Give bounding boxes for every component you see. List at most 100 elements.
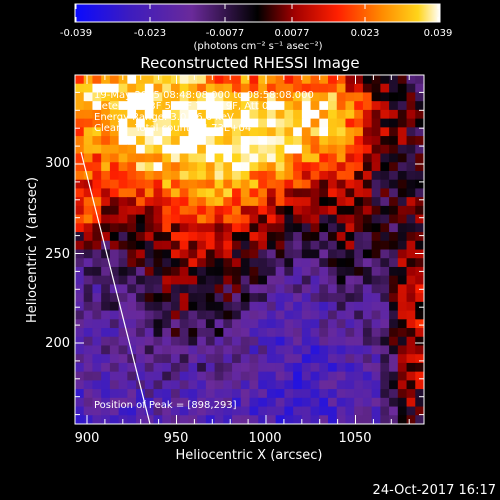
image-pixel (302, 197, 311, 206)
image-pixel (337, 110, 346, 119)
image-pixel (258, 389, 267, 398)
image-pixel (84, 84, 93, 93)
image-pixel (250, 180, 259, 189)
footer-timestamp: 24-Oct-2017 16:17 (373, 483, 496, 498)
image-pixel (171, 267, 180, 276)
image-pixel (363, 223, 372, 232)
image-pixel (223, 223, 232, 232)
image-pixel (180, 223, 189, 232)
image-pixel (276, 197, 285, 206)
image-pixel (354, 84, 363, 93)
image-pixel (293, 136, 302, 145)
image-pixel (84, 92, 93, 101)
image-pixel (110, 380, 119, 389)
image-pixel (276, 328, 285, 337)
image-pixel (380, 372, 389, 381)
image-pixel (232, 337, 241, 346)
image-pixel (188, 206, 197, 215)
image-pixel (75, 92, 84, 101)
image-pixel (250, 250, 259, 259)
image-pixel (345, 171, 354, 180)
image-pixel (223, 171, 232, 180)
image-pixel (302, 171, 311, 180)
image-pixel (293, 337, 302, 346)
image-pixel (145, 293, 154, 302)
image-pixel (232, 136, 241, 145)
image-pixel (319, 84, 328, 93)
image-pixel (319, 250, 328, 259)
image-pixel (188, 145, 197, 154)
image-pixel (162, 258, 171, 267)
image-pixel (145, 319, 154, 328)
image-pixel (267, 328, 276, 337)
image-pixel (389, 154, 398, 163)
image-pixel (267, 319, 276, 328)
image-pixel (223, 154, 232, 163)
image-pixel (363, 415, 372, 424)
image-pixel (345, 380, 354, 389)
image-pixel (127, 162, 136, 171)
image-pixel (136, 215, 145, 224)
image-pixel (110, 223, 119, 232)
image-pixel (319, 389, 328, 398)
image-pixel (319, 145, 328, 154)
image-pixel (232, 380, 241, 389)
image-pixel (328, 197, 337, 206)
image-pixel (345, 241, 354, 250)
image-pixel (337, 171, 346, 180)
image-pixel (311, 415, 320, 424)
image-pixel (319, 136, 328, 145)
image-pixel (345, 215, 354, 224)
image-pixel (101, 154, 110, 163)
image-pixel (119, 206, 128, 215)
image-pixel (206, 319, 215, 328)
image-pixel (311, 267, 320, 276)
image-pixel (206, 372, 215, 381)
y-tick-label: 200 (45, 336, 70, 351)
image-pixel (154, 354, 163, 363)
image-pixel (415, 311, 424, 320)
image-pixel (75, 110, 84, 119)
image-pixel (206, 223, 215, 232)
image-pixel (363, 232, 372, 241)
image-pixel (398, 354, 407, 363)
image-pixel (136, 276, 145, 285)
image-pixel (215, 293, 224, 302)
image-pixel (337, 162, 346, 171)
image-pixel (180, 180, 189, 189)
image-pixel (180, 293, 189, 302)
image-pixel (110, 154, 119, 163)
image-pixel (407, 188, 416, 197)
image-pixel (363, 345, 372, 354)
image-pixel (311, 363, 320, 372)
image-pixel (84, 380, 93, 389)
image-pixel (389, 127, 398, 136)
image-pixel (389, 250, 398, 259)
image-pixel (319, 180, 328, 189)
image-pixel (363, 154, 372, 163)
image-pixel (372, 241, 381, 250)
image-pixel (302, 284, 311, 293)
image-pixel (232, 311, 241, 320)
image-pixel (101, 354, 110, 363)
image-pixel (75, 415, 84, 424)
image-pixel (276, 232, 285, 241)
image-pixel (154, 337, 163, 346)
image-pixel (293, 258, 302, 267)
image-pixel (363, 127, 372, 136)
image-pixel (302, 215, 311, 224)
image-pixel (337, 223, 346, 232)
image-pixel (407, 180, 416, 189)
image-pixel (110, 250, 119, 259)
image-pixel (328, 92, 337, 101)
image-pixel (267, 354, 276, 363)
image-pixel (354, 345, 363, 354)
image-pixel (389, 223, 398, 232)
image-pixel (215, 284, 224, 293)
image-pixel (215, 337, 224, 346)
image-pixel (363, 372, 372, 381)
image-pixel (162, 267, 171, 276)
image-pixel (267, 136, 276, 145)
image-pixel (407, 380, 416, 389)
